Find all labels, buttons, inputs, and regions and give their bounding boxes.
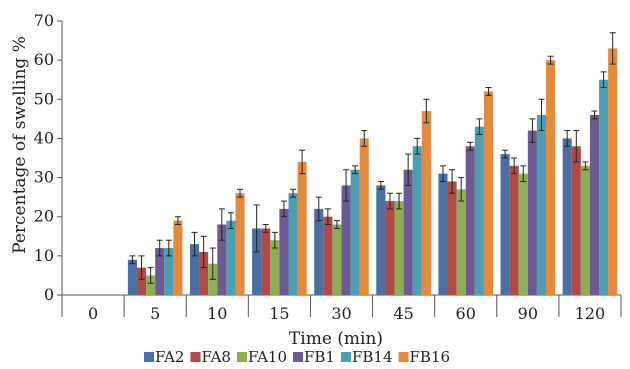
bar [297, 161, 307, 295]
bar [376, 185, 386, 295]
bar [217, 224, 227, 295]
y-tick-label: 60 [34, 50, 54, 69]
bar [359, 138, 369, 295]
bar [465, 146, 475, 295]
bar [155, 248, 165, 295]
bar [500, 154, 510, 295]
bar [456, 189, 466, 295]
x-tick-label: 10 [207, 304, 227, 323]
bar [589, 114, 600, 295]
x-tick-label: 90 [518, 304, 538, 323]
legend-label: FB16 [410, 348, 451, 366]
bar [447, 181, 457, 295]
bar [270, 240, 280, 295]
bar [421, 111, 431, 296]
bar [546, 60, 556, 296]
legend-label: FB1 [304, 348, 335, 366]
x-tick-label: 45 [393, 304, 413, 323]
bar [173, 220, 183, 295]
bar [279, 208, 289, 295]
bar [394, 201, 404, 295]
bar [146, 275, 156, 295]
y-tick-label: 70 [34, 11, 54, 30]
x-tick-label: 30 [331, 304, 351, 323]
bar [341, 185, 351, 295]
x-tick-label: 5 [150, 304, 160, 323]
bar [127, 259, 137, 295]
x-tick-label: 15 [269, 304, 289, 323]
bar [332, 224, 342, 295]
bar [252, 228, 262, 295]
bar [483, 91, 494, 295]
legend-swatch [236, 352, 247, 362]
legend-swatch [144, 352, 154, 362]
legend-label: FA10 [248, 348, 287, 366]
y-tick-label: 20 [34, 207, 54, 226]
bar [385, 201, 395, 295]
legend-swatch [340, 352, 351, 362]
legend-label: FA2 [155, 348, 184, 366]
x-tick-label: 0 [88, 304, 98, 323]
y-axis-title: Percentage of swelling % [10, 36, 30, 254]
bar [226, 220, 236, 295]
bar [536, 114, 547, 295]
bar [164, 248, 174, 295]
bar [235, 193, 245, 295]
bar [261, 228, 271, 295]
bar [412, 146, 422, 295]
bar [136, 267, 147, 295]
bar [288, 193, 298, 295]
plot-area: 0 10 20 30 40 50 60 70 0 5 10 15 30 45 60 90 120 [34, 11, 622, 323]
x-axis-title: Time (min) [289, 329, 383, 349]
legend-swatch [398, 352, 409, 362]
bar [518, 173, 528, 295]
x-tick-label: 60 [456, 304, 476, 323]
y-tick-label: 50 [34, 89, 54, 108]
y-tick-label: 10 [34, 246, 54, 265]
bar [562, 138, 572, 295]
bar [571, 146, 581, 295]
legend: FA2 FA8 FA10 FB1 FB14 FB16 [144, 348, 450, 366]
legend-label: FB14 [352, 348, 393, 366]
legend-swatch [293, 352, 303, 362]
bar [527, 130, 537, 295]
y-tick-label: 40 [34, 128, 54, 147]
bar [438, 173, 448, 295]
legend-swatch [190, 352, 201, 362]
legend-label: FA8 [201, 348, 230, 366]
y-tick-label: 30 [34, 168, 54, 187]
bar [608, 48, 618, 296]
bar [403, 169, 413, 295]
bar [189, 244, 200, 295]
bar [350, 169, 360, 295]
bar [599, 79, 609, 295]
bar [509, 165, 519, 295]
bar [199, 251, 209, 295]
y-tick-label: 0 [44, 285, 54, 304]
bar [314, 208, 324, 295]
x-tick-label: 120 [575, 304, 606, 323]
bar [323, 216, 333, 295]
bar [474, 126, 484, 295]
bar [580, 165, 590, 295]
